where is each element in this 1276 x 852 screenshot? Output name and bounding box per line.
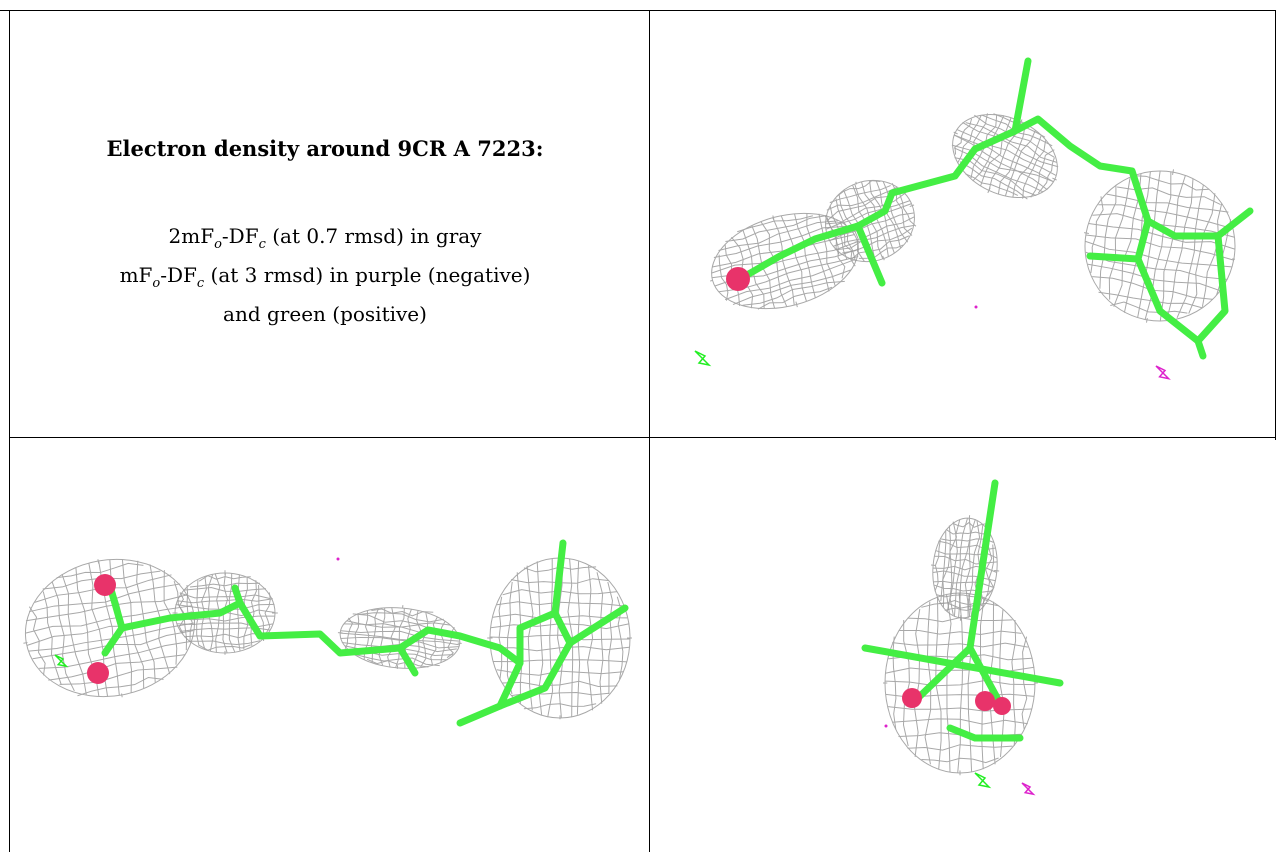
diagonal-stick-2	[966, 644, 1004, 707]
table-left-border	[9, 10, 10, 852]
mesh-region-3	[951, 113, 1059, 200]
methyl-stick-1	[854, 222, 886, 287]
legend-fofc-prefix: mF	[119, 263, 153, 287]
density-view-top-right	[694, 57, 1254, 380]
legend-2fofc-mid: -DF	[221, 224, 259, 248]
legend-2fofc-suffix: (at 0.7 rmsd) in gray	[265, 224, 482, 248]
positive-density-blob	[694, 350, 712, 367]
oxygen-atom-2	[975, 691, 995, 711]
legend-line-2fofc: 2mFo-DFc (at 0.7 rmsd) in gray	[40, 221, 610, 260]
view-top-right	[650, 11, 1275, 437]
legend-fofc-mid: -DF	[160, 263, 197, 287]
negative-density-dot	[336, 557, 340, 561]
table-top-border	[0, 10, 1276, 11]
legend-line-3: and green (positive)	[223, 302, 427, 326]
view-bottom-right	[650, 438, 1276, 852]
mesh-region-3	[337, 605, 462, 669]
density-view-bottom-right	[861, 479, 1064, 796]
lower-bonds	[946, 724, 1024, 742]
methyl-stick-1	[231, 584, 244, 607]
view-bottom-left	[10, 438, 649, 852]
mesh-region-1	[710, 212, 860, 310]
negative-density-blob	[1021, 782, 1036, 796]
legend-sub-o: o	[214, 237, 222, 252]
oxygen-atom-1	[902, 688, 922, 708]
diagonal-stick-1	[914, 644, 974, 702]
oxygen-atom	[726, 267, 750, 291]
legend-sub-c: c	[258, 237, 266, 252]
oxygen-atom-1	[94, 574, 116, 596]
ring-methyl-2	[1214, 207, 1254, 240]
carbon-chain	[101, 599, 524, 667]
ring-methyl-2	[566, 604, 629, 647]
table-row-divider	[9, 437, 1276, 438]
positive-density-blob	[54, 654, 69, 668]
caption-cell: Electron density around 9CR A 7223: 2mFo…	[10, 11, 649, 437]
ring-methyl-3	[1194, 337, 1207, 360]
table-middle-divider	[649, 10, 650, 852]
legend-line-fofc: mFo-DFc (at 3 rmsd) in purple (negative)	[40, 260, 610, 299]
negative-density-blob	[1155, 365, 1171, 380]
negative-density-dot	[974, 305, 978, 309]
negative-density-dot	[884, 724, 888, 728]
carbon-chain	[736, 115, 1179, 283]
oxygen-atom-2	[87, 662, 109, 684]
positive-density-blob	[974, 772, 992, 789]
ring-methyl-1	[1086, 252, 1142, 263]
vertical-stick	[966, 479, 999, 652]
oxygen-atom-3	[993, 697, 1011, 715]
legend-2fofc-prefix: 2mF	[168, 224, 215, 248]
legend-sub-o-2: o	[152, 276, 161, 291]
figure-legend: 2mFo-DFc (at 0.7 rmsd) in gray mFo-DFc (…	[40, 221, 610, 329]
density-view-bottom-left	[23, 539, 632, 727]
figure-title: Electron density around 9CR A 7223:	[106, 136, 544, 161]
ring-methyl-1	[551, 539, 567, 617]
methyl-stick-2	[396, 644, 419, 677]
legend-fofc-suffix: (at 3 rmsd) in purple (negative)	[204, 263, 531, 287]
methyl-stick-2	[1011, 57, 1032, 135]
legend-sub-c-2: c	[196, 276, 205, 291]
horizontal-stick	[861, 644, 1064, 687]
ring-methyl-3	[456, 702, 504, 727]
